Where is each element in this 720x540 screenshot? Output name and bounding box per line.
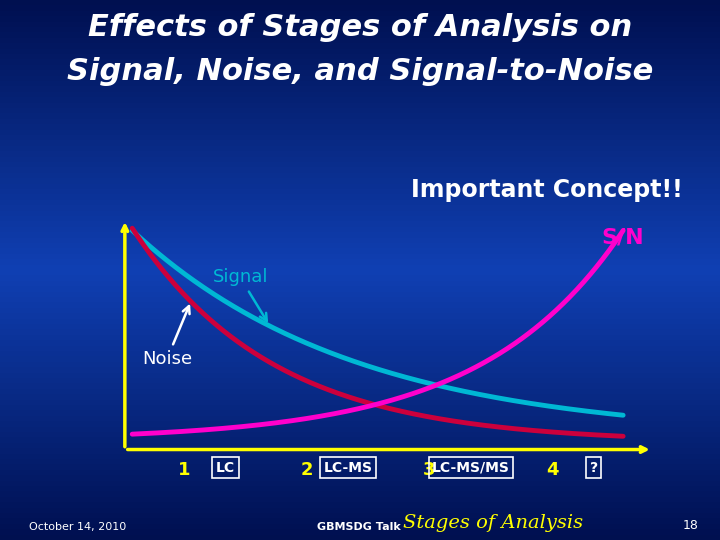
Text: 3: 3 [423,461,436,479]
Text: S/N: S/N [602,227,644,247]
Text: 18: 18 [683,519,698,532]
Text: Important Concept!!: Important Concept!! [411,178,683,202]
Text: 1: 1 [178,461,190,479]
Text: 2: 2 [300,461,312,479]
Text: LC-MS/MS: LC-MS/MS [432,461,510,475]
Text: Signal: Signal [212,268,268,321]
Text: October 14, 2010: October 14, 2010 [29,522,126,532]
Text: LC: LC [216,461,235,475]
Text: LC-MS: LC-MS [324,461,373,475]
Text: Effects of Stages of Analysis on: Effects of Stages of Analysis on [88,14,632,43]
Text: 4: 4 [546,461,558,479]
Text: Noise: Noise [142,306,192,368]
Text: ?: ? [590,461,598,475]
Text: Signal, Noise, and Signal-to-Noise: Signal, Noise, and Signal-to-Noise [67,57,653,86]
Text: GBMSDG Talk: GBMSDG Talk [317,522,400,532]
Text: Stages of Analysis: Stages of Analysis [403,514,583,532]
